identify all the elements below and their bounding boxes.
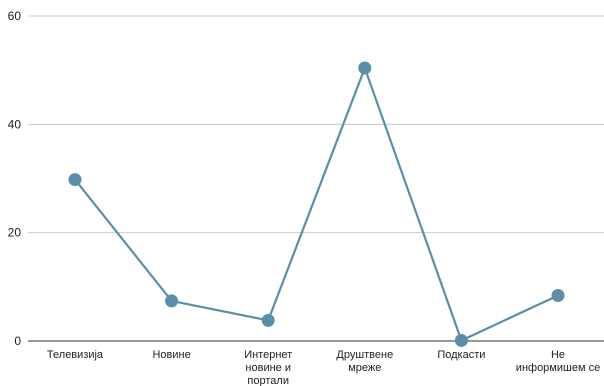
y-tick-label: 0	[14, 334, 21, 348]
data-point	[454, 333, 468, 347]
gridlines	[28, 15, 604, 342]
data-point	[261, 313, 275, 327]
x-category-label: Подкасти	[437, 349, 485, 361]
data-point	[165, 294, 179, 308]
data-point	[551, 289, 565, 302]
x-category-label: Друштвене мреже	[336, 349, 393, 374]
series-points	[68, 61, 565, 347]
y-tick-label: 60	[8, 9, 22, 23]
y-tick-label: 40	[8, 117, 22, 131]
x-axis-categories: Телевизија Новине Интернет новине и портали Д…	[47, 349, 600, 386]
series-line	[74, 66, 559, 342]
y-tick-label: 20	[8, 226, 22, 240]
y-axis-ticks: 0 20 40 60	[8, 9, 22, 348]
data-point	[68, 173, 82, 187]
x-category-label: Новине	[152, 349, 190, 361]
x-category-label: Не информишем се	[516, 349, 600, 374]
x-category-label: Телевизија	[47, 349, 104, 361]
x-category-label: Интернет новине и портали	[244, 349, 292, 386]
series-line-path	[74, 66, 559, 342]
data-point	[358, 61, 372, 75]
